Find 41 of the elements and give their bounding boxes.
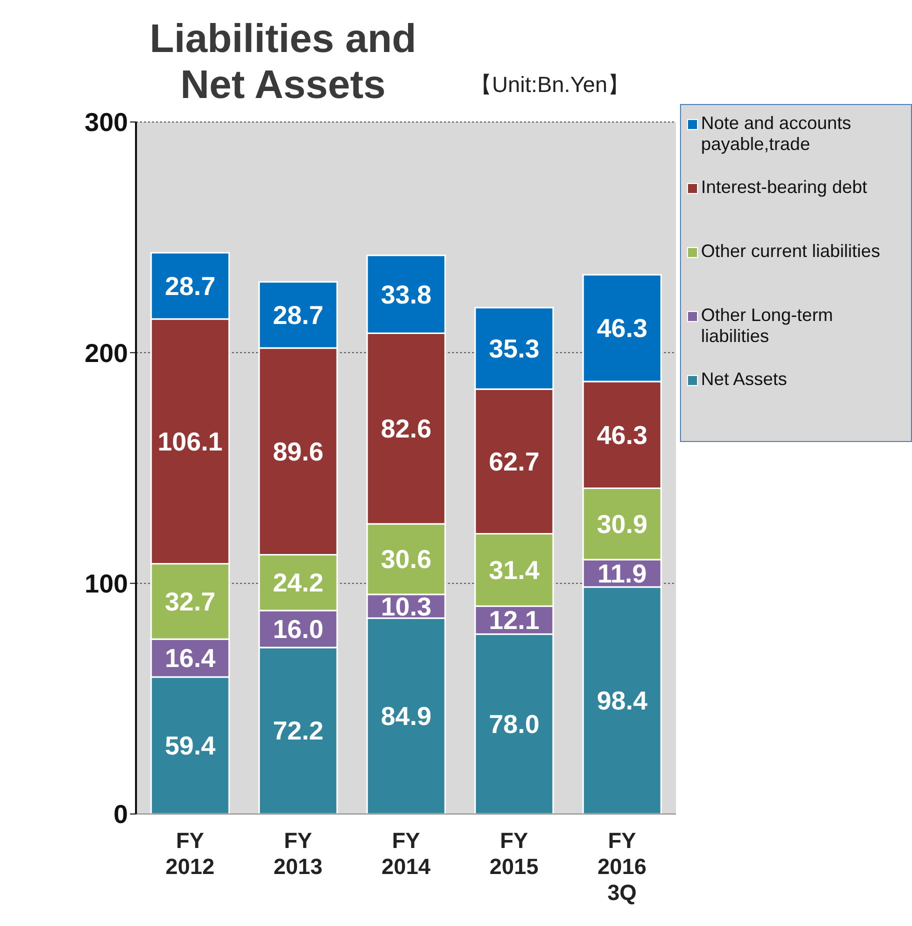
data-label: 82.6	[380, 414, 432, 444]
data-label: 98.4	[596, 686, 648, 716]
data-label: 35.3	[488, 333, 540, 364]
data-label: 59.4	[164, 730, 216, 760]
data-label: 84.9	[380, 701, 432, 732]
data-label: 30.9	[596, 508, 648, 539]
data-label: 33.8	[380, 279, 432, 310]
data-label: 31.4	[488, 554, 540, 585]
data-label: 16.4	[164, 643, 216, 674]
legend-label: Interest-bearing debt	[701, 177, 868, 198]
data-label: 28.7	[164, 270, 216, 301]
data-label: 46.3	[596, 420, 648, 450]
data-label: 30.6	[380, 544, 432, 574]
data-label: 16.0	[272, 614, 324, 644]
chart-title: Liabilities and Net Assets	[148, 16, 418, 108]
data-label: 24.2	[272, 568, 324, 598]
data-label: 32.7	[164, 586, 216, 616]
y-tick-label: 300	[84, 107, 128, 138]
x-tick-label: FY 2014	[382, 828, 432, 879]
data-label: 89.6	[272, 436, 324, 466]
y-tick-label: 100	[84, 568, 128, 599]
legend-label: Note and accounts payable,trade	[701, 113, 852, 155]
y-tick-label: 0	[114, 799, 128, 830]
data-label: 11.9	[598, 558, 647, 588]
data-label: 62.7	[488, 446, 540, 476]
x-tick-label: FY 2013	[274, 828, 322, 879]
data-label: 10.3	[380, 591, 432, 622]
data-label: 72.2	[272, 716, 324, 746]
legend-label: Other current liabilities	[701, 241, 880, 262]
x-tick-label: FY 2016 3Q	[598, 828, 646, 905]
x-tick-label: FY 2012	[166, 828, 214, 879]
data-label: 28.7	[272, 300, 324, 330]
data-label: 12.1	[488, 605, 540, 636]
data-label: 78.0	[488, 709, 540, 740]
y-tick-label: 200	[84, 338, 128, 368]
legend-label: Other Long-term liabilities	[701, 305, 834, 347]
text: 【Unit:Bn.Yen】	[470, 71, 630, 99]
x-tick-label: FY 2015	[490, 828, 538, 879]
data-label: 46.3	[596, 313, 648, 344]
legend-label: Net Assets	[701, 369, 788, 390]
data-label: 106.1	[158, 426, 223, 456]
